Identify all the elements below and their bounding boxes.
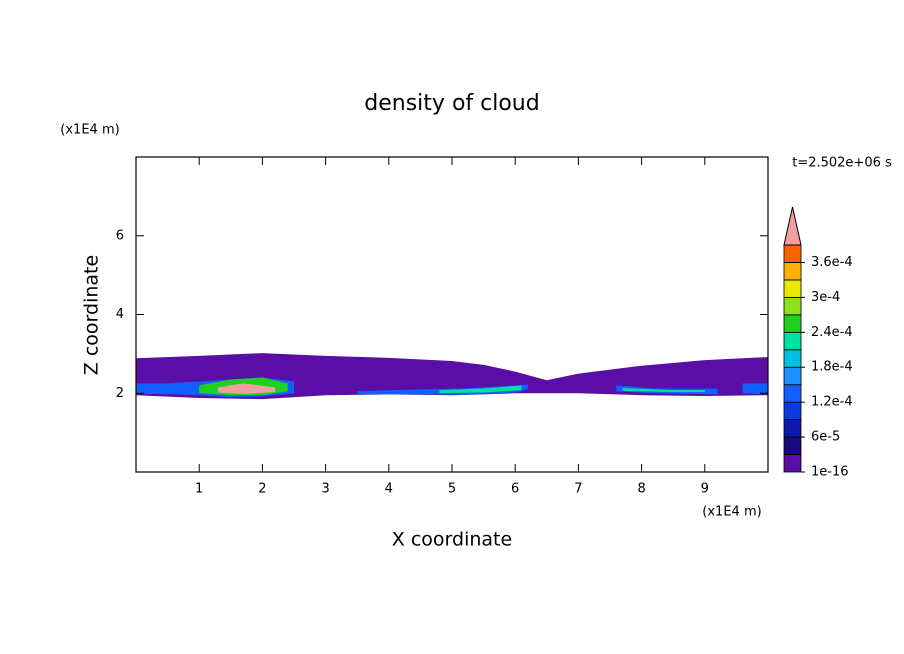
colorbar-band — [783, 244, 802, 263]
colorbar-tick-label: 6e-5 — [811, 430, 840, 445]
y-tick-label: 4 — [116, 307, 124, 322]
x-tick-label: 4 — [385, 482, 393, 497]
colorbar-tick-label: 2.4e-4 — [811, 325, 853, 340]
colorbar-tick-label: 1e-16 — [811, 465, 849, 480]
y-unit: (x1E4 m) — [60, 123, 119, 138]
colorbar-tick-label: 3e-4 — [811, 290, 840, 305]
colorbar-band — [783, 279, 802, 298]
colorbar-over — [783, 206, 802, 246]
x-tick-label: 9 — [701, 482, 709, 497]
colorbar-band — [783, 262, 802, 281]
x-tick-label: 7 — [574, 482, 582, 497]
colorbar-band — [783, 296, 802, 316]
colorbar-band — [783, 436, 802, 455]
colorbar-tick-label: 3.6e-4 — [811, 255, 853, 270]
colorbar-tick-label: 1.2e-4 — [811, 395, 853, 410]
colorbar-tick-label: 1.8e-4 — [811, 360, 853, 375]
x-tick-label: 5 — [448, 482, 456, 497]
contour-region — [622, 388, 705, 393]
x-tick-label: 6 — [511, 482, 519, 497]
x-unit: (x1E4 m) — [702, 505, 761, 520]
contour-region — [218, 383, 276, 395]
y-axis-label: Z coordinate — [81, 255, 103, 375]
time-label: t=2.502e+06 s — [792, 156, 892, 171]
colorbar-band — [783, 384, 802, 403]
plot-frame — [135, 156, 769, 473]
contour-region — [439, 385, 522, 394]
chart-title: density of cloud — [364, 91, 539, 116]
colorbar-band — [783, 401, 802, 421]
colorbar-band — [783, 454, 802, 473]
x-tick-label: 8 — [637, 482, 645, 497]
contour-region — [742, 383, 768, 395]
x-tick-label: 3 — [321, 482, 329, 497]
colorbar-band — [783, 366, 802, 386]
x-axis-label: X coordinate — [392, 529, 512, 551]
y-tick-label: 2 — [116, 386, 124, 401]
colorbar-band — [783, 419, 802, 438]
colorbar-band — [783, 349, 802, 368]
y-tick-label: 6 — [116, 228, 124, 243]
x-tick-label: 2 — [258, 482, 266, 497]
plot-area — [136, 353, 768, 400]
x-tick-label: 1 — [195, 482, 203, 497]
colorbar-band — [783, 331, 802, 351]
colorbar-band — [783, 314, 802, 333]
